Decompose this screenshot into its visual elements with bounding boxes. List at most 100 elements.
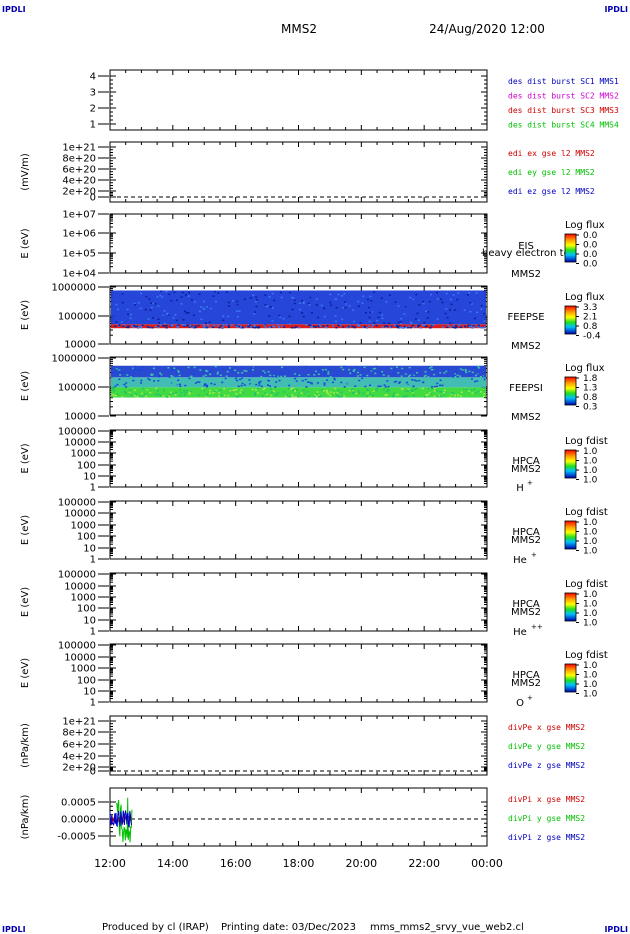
spectrogram-pixel — [313, 374, 316, 376]
spacecraft-label: MMS2 — [511, 464, 541, 475]
spectrogram-pixel — [210, 382, 213, 385]
spectrogram-pixel — [209, 307, 212, 310]
spectrogram-pixel — [421, 324, 424, 327]
spectrogram-pixel — [358, 325, 361, 327]
spectrogram-pixel — [314, 382, 317, 385]
spectrogram-pixel — [308, 395, 311, 398]
spectrogram-pixel — [168, 293, 171, 295]
spectrogram-pixel — [136, 395, 139, 398]
spectrogram-pixel — [379, 375, 382, 377]
spectrogram-pixel — [366, 298, 369, 301]
spectrogram-pixel — [235, 393, 238, 395]
spectrogram-pixel — [376, 319, 379, 322]
spectrogram-pixel — [197, 324, 200, 327]
spectrogram-pixel — [407, 388, 410, 391]
spectrogram-pixel — [436, 298, 439, 300]
y-axis-label: E (eV) — [20, 658, 31, 688]
spectrogram-pixel — [220, 394, 223, 396]
spectrogram-pixel — [456, 375, 459, 378]
spectrogram-pixel — [318, 395, 321, 398]
spectrogram-pixel — [273, 299, 276, 302]
spectrogram-pixel — [424, 374, 427, 377]
instrument-label: HPCA — [512, 599, 540, 610]
spectrogram-pixel — [142, 366, 145, 369]
spectrogram-pixel — [226, 370, 229, 373]
spectrogram-pixel — [452, 294, 455, 296]
spectrogram-pixel — [216, 373, 219, 375]
spectrogram-pixel — [298, 302, 301, 304]
spectrogram-pixel — [338, 396, 341, 398]
spectrogram-pixel — [407, 325, 410, 328]
colorbar-tick-label: 0.0 — [583, 250, 598, 260]
y-tick-label: 8e+20 — [62, 728, 96, 739]
spectrogram-pixel — [373, 382, 376, 385]
spectrogram-pixel — [163, 310, 166, 312]
corner-mark-bottom-right: IPDLI — [604, 925, 628, 934]
spectrogram-pixel — [151, 327, 154, 329]
y-tick-label: 10000 — [64, 412, 96, 423]
spectrogram-pixel — [121, 372, 124, 374]
spectrogram-pixel — [181, 291, 184, 294]
spectrogram-pixel — [410, 322, 413, 325]
spectrogram-pixel — [272, 379, 275, 382]
spectrogram-pixel — [117, 308, 120, 311]
spectrogram-pixel — [184, 294, 187, 296]
spectrogram-pixel — [255, 383, 258, 386]
spectrogram-pixel — [369, 380, 372, 382]
spectrogram-pixel — [378, 371, 381, 373]
instrument-label: HPCA — [512, 527, 540, 538]
spectrogram-pixel — [149, 391, 152, 394]
panels-group: 4 3 2 1 des dist burst SC1 MMS1 des dist burs… — [20, 69, 619, 847]
spectrogram-pixel — [194, 382, 197, 385]
spectrogram-pixel — [343, 386, 346, 388]
panel-des: 4 3 2 1 des dist burst SC1 MMS1 des dist burs… — [90, 69, 619, 131]
footer-script: mms_mms2_srvy_vue_web2.cl — [370, 922, 524, 933]
spectrogram-pixel — [227, 394, 230, 397]
spectrogram-pixel — [457, 382, 460, 384]
spectrogram-pixel — [291, 394, 294, 396]
spectrogram-pixel — [176, 381, 179, 383]
y-tick-label: 1 — [90, 120, 96, 131]
spectrogram-band-high — [111, 324, 486, 329]
spectrogram-pixel — [240, 384, 243, 387]
y-tick-label: 4 — [90, 72, 96, 83]
spectrogram-pixel — [402, 396, 405, 398]
spectrogram-pixel — [208, 371, 211, 373]
spectrogram-pixel — [329, 301, 332, 304]
spectrogram-pixel — [369, 382, 372, 385]
spectrogram-pixel — [261, 395, 264, 397]
spectrogram-pixel — [337, 293, 340, 296]
legend-des-0: des dist burst SC1 MMS1 — [508, 77, 619, 86]
spectrogram-pixel — [433, 395, 436, 398]
y-tick-label: 1000 — [71, 664, 96, 675]
spectrogram-pixel — [443, 393, 446, 396]
spectrogram-pixel — [114, 385, 117, 387]
spectrogram-pixel — [310, 326, 313, 329]
spectrogram-pixel — [446, 326, 449, 329]
spectrogram-pixel — [331, 385, 334, 387]
spectrogram-pixel — [266, 305, 269, 307]
spectrogram-pixel — [433, 385, 436, 388]
spectrogram-pixel — [417, 324, 420, 327]
spectrogram-pixel — [480, 375, 483, 378]
spectrogram-pixel — [378, 311, 381, 314]
y-tick-label: 1000 — [71, 521, 96, 532]
spectrogram-pixel — [283, 373, 286, 375]
spectrogram-pixel — [115, 303, 118, 306]
spectrogram-pixel — [395, 382, 398, 384]
spectrogram-pixel — [321, 389, 324, 391]
spectrogram-pixel — [152, 302, 155, 305]
spectrogram-pixel — [366, 392, 369, 395]
spectrogram-pixel — [155, 387, 158, 390]
spectrogram-pixel — [283, 326, 286, 328]
spectrogram-pixel — [383, 384, 386, 386]
spectrogram-pixel — [236, 300, 239, 303]
spectrogram-pixel — [307, 375, 310, 378]
spectrogram-pixel — [121, 395, 124, 398]
spectrogram-pixel — [356, 375, 359, 377]
spectrogram-pixel — [250, 366, 253, 369]
spectrogram-pixel — [223, 394, 226, 397]
x-tick-label: 16:00 — [220, 857, 252, 870]
spectrogram-pixel — [132, 372, 135, 374]
spectrogram-pixel — [404, 373, 407, 375]
